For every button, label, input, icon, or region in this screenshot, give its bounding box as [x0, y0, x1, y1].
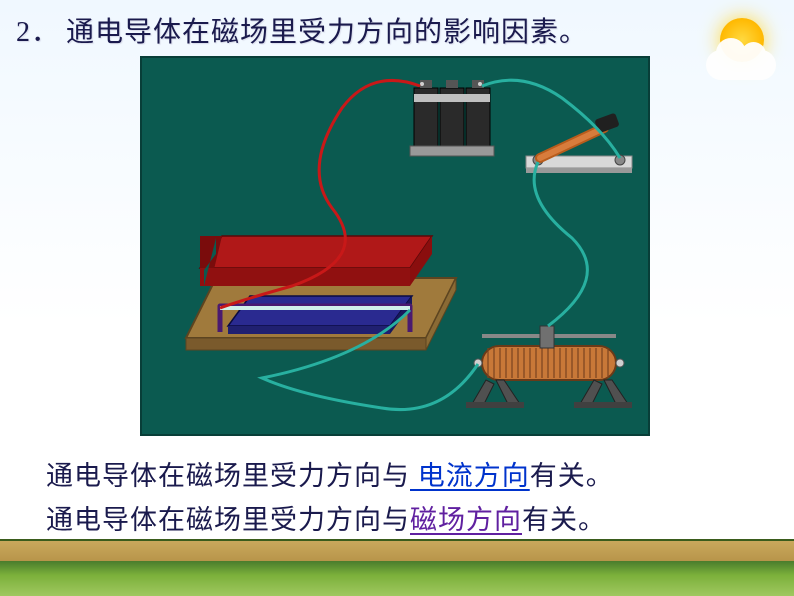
conclusion-line-2: 通电导体在磁场里受力方向与磁场方向有关。 [40, 498, 606, 537]
field-strip [0, 541, 794, 561]
line2-prefix: 通电导体在磁场里受力方向与 [46, 505, 410, 535]
magnet-north [200, 236, 432, 286]
heading-number: 2． [16, 17, 60, 48]
rheostat [466, 326, 632, 408]
ground [0, 536, 794, 596]
battery [410, 80, 494, 156]
line1-suffix: 有关。 [530, 461, 614, 491]
knife-switch [526, 113, 632, 173]
wire-teal-2 [534, 162, 587, 326]
conclusion-line-1: 通电导体在磁场里受力方向与 电流方向有关。 [40, 454, 614, 493]
line1-highlight: 电流方向 [410, 461, 530, 491]
line1-prefix: 通电导体在磁场里受力方向与 [46, 461, 410, 491]
line2-highlight: 磁场方向 [410, 505, 522, 535]
magnet-south [228, 296, 412, 334]
cloud-icon [706, 50, 776, 80]
heading-text: 通电导体在磁场里受力方向的影响因素。 [66, 17, 588, 48]
slide-heading: 2．通电导体在磁场里受力方向的影响因素。 [16, 10, 588, 50]
grass-strip [0, 561, 794, 596]
circuit-diagram [140, 56, 650, 436]
line2-suffix: 有关。 [522, 505, 606, 535]
circuit-svg [142, 58, 652, 438]
